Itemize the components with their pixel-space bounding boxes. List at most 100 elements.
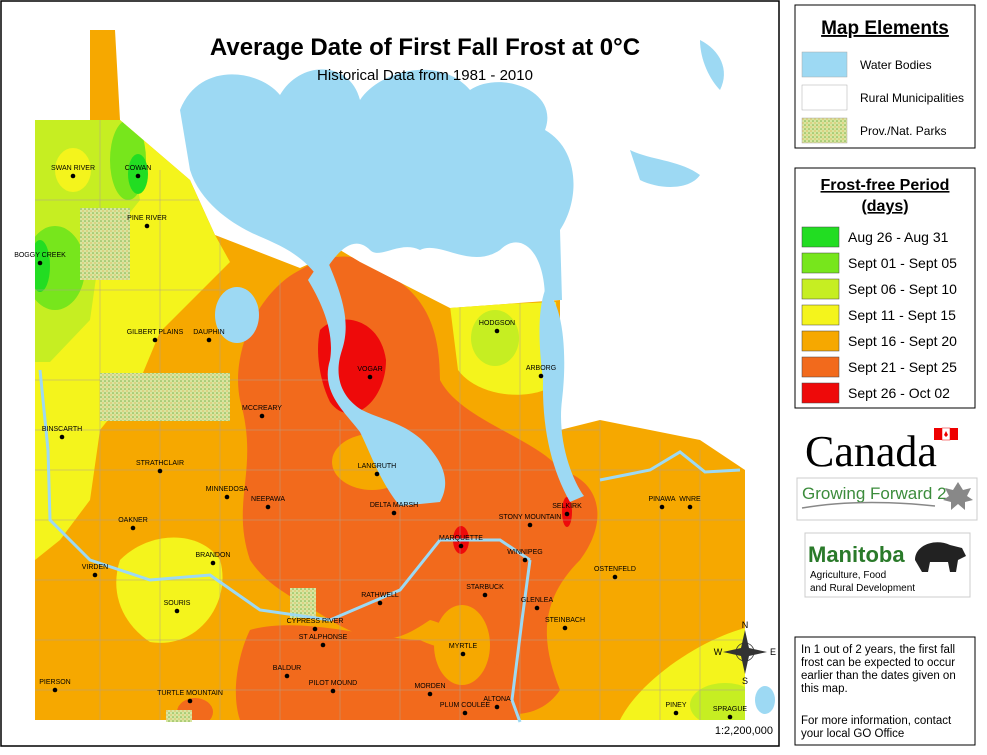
scale: 1:2,200,000 xyxy=(715,725,773,737)
legend-swatch xyxy=(801,51,848,78)
town-dot xyxy=(460,651,466,657)
town-label: LANGRUTH xyxy=(358,463,397,470)
river xyxy=(599,450,741,482)
town-dot xyxy=(135,173,141,179)
department-text: Agriculture, Food xyxy=(810,570,886,581)
town-label: BALDUR xyxy=(273,665,301,672)
town-dot xyxy=(224,494,230,500)
town-label: MORDEN xyxy=(414,683,445,690)
frost-legend: Aug 26 - Aug 31 Sept 01 - Sept 05 Sept 06 … xyxy=(801,226,957,404)
town-label: DAUPHIN xyxy=(193,329,225,336)
legend-swatch xyxy=(801,84,848,111)
town-dot xyxy=(482,592,488,598)
legend-label: Sept 21 - Sept 25 xyxy=(848,359,957,375)
town-dot xyxy=(527,522,533,528)
town-dot xyxy=(562,625,568,631)
swoosh xyxy=(801,501,936,509)
town-label: MCCREARY xyxy=(242,405,282,412)
maple-leaf xyxy=(943,482,973,510)
town-label: ARBORG xyxy=(526,365,556,372)
town-label: RATHWELL xyxy=(361,592,399,599)
water-body xyxy=(755,686,775,714)
compass-e: E xyxy=(770,647,776,657)
town-dot xyxy=(687,504,693,510)
town-dot xyxy=(727,714,733,720)
frost-zone xyxy=(690,683,745,720)
note-line: this map. xyxy=(801,683,848,695)
map-title: Average Date of First Fall Frost at 0°C xyxy=(210,34,640,61)
bison xyxy=(915,542,966,572)
legend-label: Sept 01 - Sept 05 xyxy=(848,255,957,271)
town-label: MYRTLE xyxy=(449,643,478,650)
park xyxy=(100,373,230,421)
town-label: DELTA MARSH xyxy=(370,502,418,509)
water-body xyxy=(180,69,574,301)
department-text: and Rural Development xyxy=(810,583,915,594)
park xyxy=(166,710,192,722)
legend-swatch xyxy=(801,330,840,352)
town-label: PIERSON xyxy=(39,679,71,686)
town-dot xyxy=(522,557,528,563)
town-label: BOGGY CREEK xyxy=(14,252,66,259)
river xyxy=(510,559,532,723)
town-dot xyxy=(330,688,336,694)
frost-zone xyxy=(35,240,50,292)
water-body xyxy=(215,287,259,343)
water-body xyxy=(700,40,724,90)
legend-swatch xyxy=(801,382,840,404)
legend-label: Water Bodies xyxy=(860,58,932,72)
water-body xyxy=(308,255,446,506)
town-label: GILBERT PLAINS xyxy=(127,329,184,336)
town-label: ST ALPHONSE xyxy=(299,634,348,641)
legend-swatch xyxy=(801,226,840,248)
town-dot xyxy=(157,468,163,474)
town-label: MINNEDOSA xyxy=(206,486,249,493)
town-dot xyxy=(187,698,193,704)
note-box xyxy=(794,636,976,746)
town-dot xyxy=(92,572,98,578)
flag xyxy=(934,427,958,441)
town-label: STRATHCLAIR xyxy=(136,460,184,467)
town-dot xyxy=(494,328,500,334)
note-line: In 1 out of 2 years, the first fall xyxy=(801,644,955,656)
town-label: SWAN RIVER xyxy=(51,165,95,172)
legend-label: Sept 11 - Sept 15 xyxy=(848,307,956,323)
park xyxy=(290,588,316,618)
town-dot xyxy=(367,374,373,380)
legend-swatch xyxy=(801,278,840,300)
canada-logo: Canada xyxy=(805,427,937,476)
town-label: VOGAR xyxy=(357,366,382,373)
frost-zone xyxy=(235,625,521,720)
towns: SWAN RIVER COWAN PINE RIVER BOGGY CREEK GILB… xyxy=(14,165,748,720)
town-dot xyxy=(144,223,150,229)
compass-w: W xyxy=(714,647,723,657)
town-label: GLENLEA xyxy=(521,597,554,604)
town-dot xyxy=(284,673,290,679)
town-label: STARBUCK xyxy=(466,584,504,591)
town-dot xyxy=(673,710,679,716)
legend-swatch xyxy=(801,252,840,274)
town-dot xyxy=(391,510,397,516)
town-label: HODGSON xyxy=(479,320,515,327)
town-label: PINEY xyxy=(665,702,686,709)
water-bodies xyxy=(180,40,775,714)
town-label: SPRAGUE xyxy=(713,706,748,713)
town-label: SOURIS xyxy=(164,600,191,607)
town-label: OAKNER xyxy=(118,517,148,524)
legend-label: Aug 26 - Aug 31 xyxy=(848,229,949,245)
legend-label: Sept 16 - Sept 20 xyxy=(848,333,957,349)
water-body xyxy=(539,290,584,502)
town-label: WINNIPEG xyxy=(507,549,542,556)
compass: N S E W xyxy=(714,620,776,686)
town-label: VIRDEN xyxy=(82,564,108,571)
town-dot xyxy=(374,471,380,477)
town-dot xyxy=(458,543,464,549)
note: In 1 out of 2 years, the first fallfrost… xyxy=(801,644,956,740)
town-dot xyxy=(377,600,383,606)
town-label: PLUM COULEE xyxy=(440,702,491,709)
frost-zone xyxy=(471,310,519,366)
legend-label: Prov./Nat. Parks xyxy=(860,124,946,138)
compass-n: N xyxy=(742,620,749,630)
legend-swatch xyxy=(801,304,840,326)
town-dot xyxy=(427,691,433,697)
